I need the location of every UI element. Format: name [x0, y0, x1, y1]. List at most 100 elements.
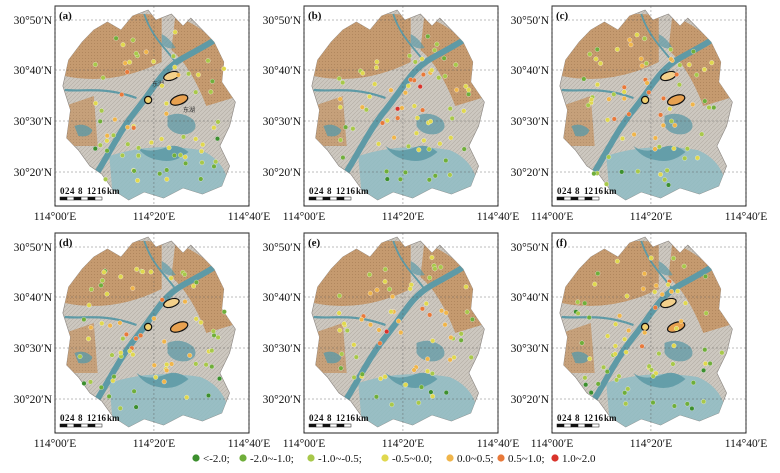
yangtze-river — [83, 250, 236, 420]
sampling-point — [164, 167, 170, 173]
sampling-point — [706, 105, 712, 110]
sampling-point — [652, 289, 658, 295]
sampling-point — [209, 364, 215, 370]
latitude-tick-label: 30°50′N — [14, 242, 53, 254]
sampling-point — [193, 361, 199, 367]
sampling-point — [623, 401, 629, 407]
scale-bar: 0 2 4 8 12 16 km — [59, 413, 120, 428]
sampling-point — [164, 362, 170, 367]
scale-bar: 0 2 4 8 12 16 km — [59, 186, 120, 201]
scale-tick-label: 2 — [562, 413, 567, 423]
panel-label: (e) — [308, 237, 321, 249]
sampling-point — [614, 377, 620, 383]
lake — [571, 351, 590, 364]
sampling-point — [699, 131, 705, 137]
map-panel: (f) 30°50′N 30°40′N 30°30′N 30°20′N 114°00′E 1… — [511, 232, 767, 450]
sampling-point — [613, 321, 619, 327]
sampling-point — [638, 56, 644, 62]
lake — [74, 124, 93, 137]
han-river — [313, 88, 386, 100]
sampling-point — [650, 373, 656, 379]
sampling-point — [690, 49, 696, 54]
sampling-point — [374, 59, 380, 65]
scale-tick-label: 0 — [60, 413, 65, 423]
scale-segment — [570, 423, 579, 428]
scale-tick-label: 12 — [87, 413, 97, 423]
scale-segment — [66, 196, 75, 201]
scale-tick-label: 16 — [97, 186, 107, 196]
sampling-point — [338, 365, 344, 371]
sampling-point — [652, 135, 658, 141]
sampling-point — [461, 108, 467, 114]
sampling-point — [678, 318, 684, 324]
sampling-point — [382, 279, 388, 285]
sampling-point — [604, 369, 610, 375]
longitude-tick-label: 114°40′E — [228, 211, 270, 223]
legend-swatch — [239, 454, 247, 462]
scale-segment — [556, 196, 565, 201]
lake — [167, 113, 196, 135]
sampling-point — [209, 78, 215, 84]
sampling-point — [606, 96, 612, 102]
sampling-point — [123, 331, 129, 337]
yangtze-river — [332, 23, 485, 193]
sampling-point — [117, 320, 123, 326]
sampling-point — [378, 376, 384, 382]
scale-segment — [584, 196, 593, 201]
sampling-point — [411, 367, 417, 373]
sampling-point — [626, 111, 632, 117]
sampling-point — [624, 293, 630, 299]
yangtze-river — [332, 250, 485, 420]
scale-unit: km — [604, 413, 617, 423]
sampling-point — [674, 326, 679, 331]
sampling-point — [97, 142, 103, 148]
sampling-point — [104, 148, 110, 154]
sampling-point — [660, 122, 666, 128]
han-river — [64, 88, 137, 100]
sampling-point — [388, 309, 394, 315]
sampling-point — [405, 83, 411, 89]
longitude-tick-label: 114°20′E — [133, 211, 175, 223]
scale-tick-label: 12 — [87, 186, 97, 196]
sampling-point — [86, 302, 92, 308]
sampling-point — [161, 339, 167, 345]
lake — [385, 372, 438, 388]
legend-label: 0.0~0.5; — [457, 453, 494, 465]
southern-lakes — [109, 374, 230, 427]
sampling-point — [650, 400, 656, 406]
sampling-point — [193, 316, 199, 322]
sampling-point — [640, 286, 646, 292]
sampling-point — [439, 308, 445, 314]
scale-tick-label: 4 — [70, 413, 75, 423]
latitude-tick-label: 30°20′N — [511, 394, 550, 406]
sampling-point — [449, 115, 455, 121]
scale-tick-label: 2 — [65, 413, 70, 423]
sampling-point — [426, 177, 432, 183]
sampling-point — [131, 168, 137, 174]
sampling-point — [621, 89, 627, 95]
sampling-point — [425, 33, 431, 39]
sampling-point — [703, 361, 708, 367]
sampling-point — [659, 291, 665, 297]
scale-segment — [315, 423, 324, 428]
scale-tick-label: 2 — [562, 186, 567, 196]
lake-annotation: 东湖 — [183, 106, 195, 114]
sampling-point — [182, 154, 188, 160]
sampling-point — [458, 331, 464, 337]
sampling-point — [181, 134, 186, 140]
sampling-point — [81, 317, 87, 322]
map-panel: 东湖东湖(a)30°50′N30°40′N30°30′N30°20′N114°0… — [14, 5, 270, 223]
legend-label: -0.5~0.0; — [392, 453, 432, 465]
sampling-point — [395, 115, 401, 121]
legend-item: 1.0~2.0 — [551, 453, 596, 465]
southern-lakes — [606, 147, 727, 200]
sampling-point — [124, 69, 130, 75]
panel-label: (d) — [59, 237, 73, 249]
scale-segment — [577, 423, 586, 428]
scale-segment — [591, 196, 600, 201]
sampling-point — [203, 362, 209, 368]
sampling-point — [374, 287, 380, 293]
lake — [410, 34, 425, 49]
lake — [416, 113, 445, 135]
sampling-point — [586, 315, 592, 320]
